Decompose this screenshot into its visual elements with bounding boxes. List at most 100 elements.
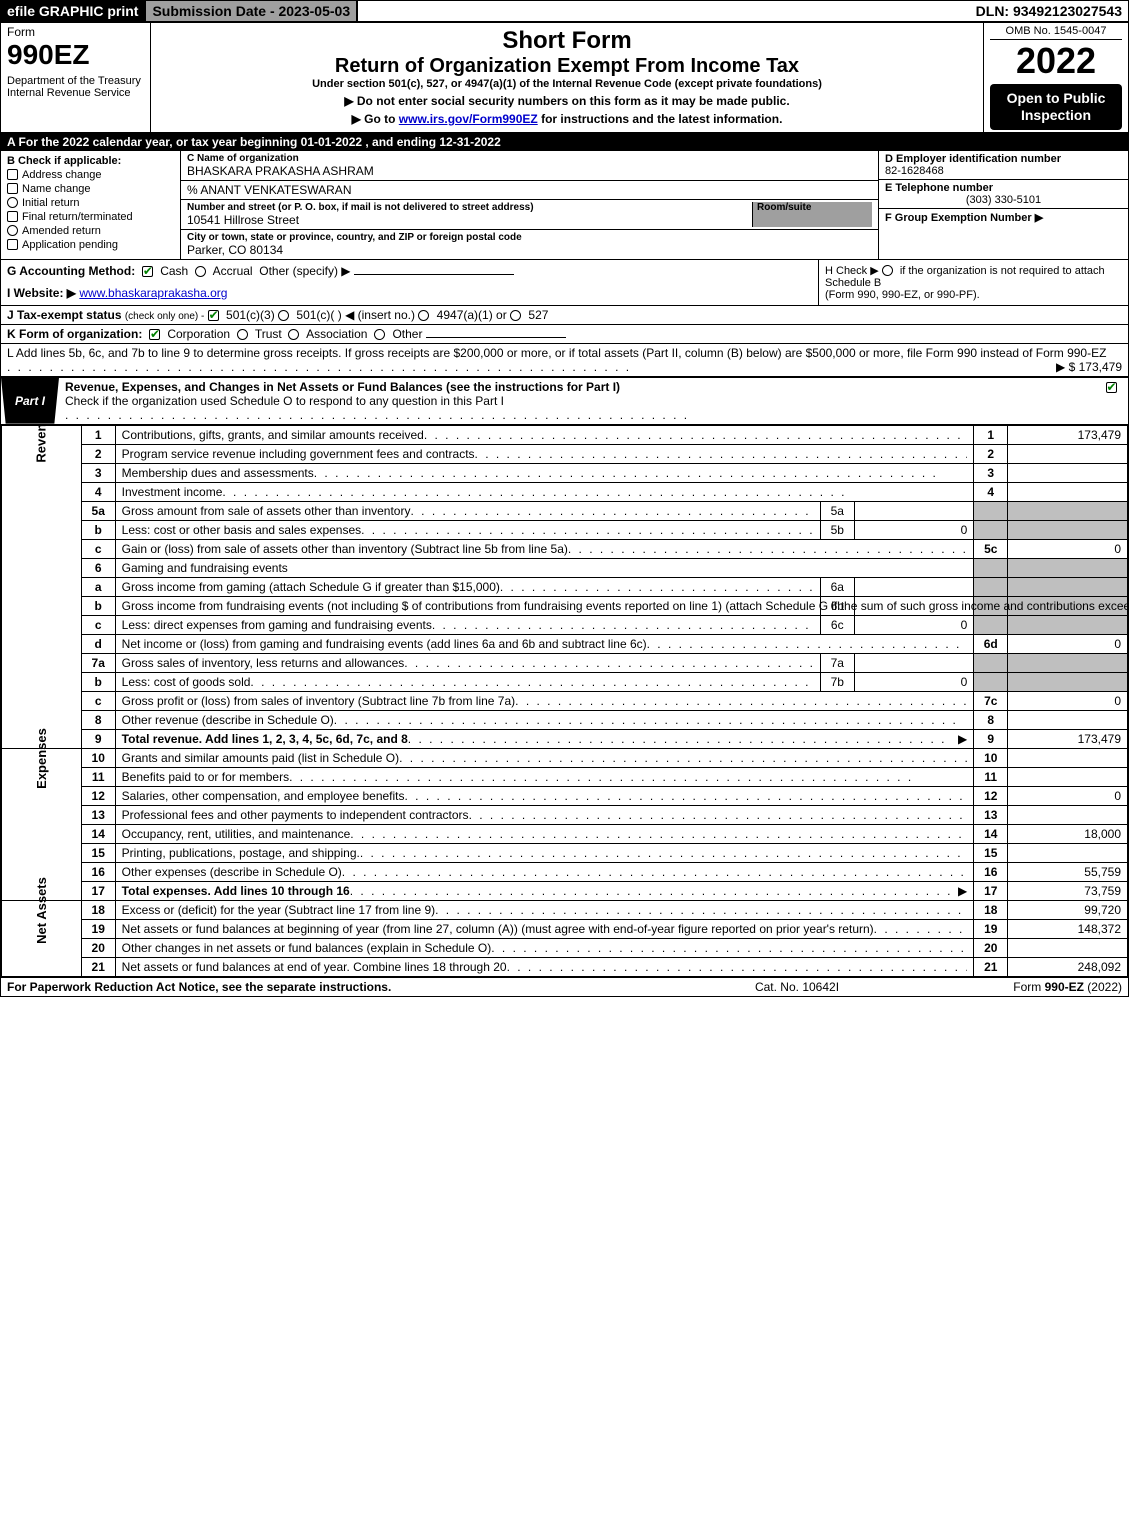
- row-desc: Professional fees and other payments to …: [115, 805, 974, 824]
- row-desc: Gross income from fundraising events (no…: [115, 596, 820, 615]
- row-desc: Contributions, gifts, grants, and simila…: [115, 425, 974, 444]
- j-note: (check only one) -: [125, 311, 204, 322]
- g-accrual-radio[interactable]: [195, 266, 206, 277]
- radio-icon[interactable]: [7, 225, 18, 236]
- row-number: 20: [81, 938, 115, 957]
- chk-final-return: Final return/terminated: [7, 211, 174, 223]
- row-number: 17: [81, 881, 115, 900]
- j-501c-radio[interactable]: [278, 310, 289, 321]
- block-g-h: G Accounting Method: Cash Accrual Other …: [1, 260, 1128, 306]
- k-other-radio[interactable]: [374, 329, 385, 340]
- table-row: bLess: cost of goods sold7b0: [2, 672, 1128, 691]
- row-number: 6: [81, 558, 115, 577]
- c-co-value: % ANANT VENKATESWARAN: [187, 183, 872, 197]
- l-amount: ▶ $ 173,479: [1056, 360, 1122, 374]
- j-527-radio[interactable]: [510, 310, 521, 321]
- org-city-block: City or town, state or province, country…: [181, 230, 878, 259]
- row-number: 18: [81, 900, 115, 919]
- d-label: D Employer identification number: [885, 153, 1122, 165]
- line-number: 19: [974, 919, 1008, 938]
- g-cash: Cash: [160, 264, 188, 278]
- row-number: 3: [81, 463, 115, 482]
- amount: 173,479: [1008, 729, 1128, 748]
- row-number: 7a: [81, 653, 115, 672]
- table-row: 13Professional fees and other payments t…: [2, 805, 1128, 824]
- l-text: L Add lines 5b, 6c, and 7b to line 9 to …: [7, 346, 1106, 360]
- amount: [1008, 463, 1128, 482]
- row-desc: Gross amount from sale of assets other t…: [115, 501, 820, 520]
- k-corp-check[interactable]: [149, 329, 160, 340]
- row-number: 10: [81, 748, 115, 767]
- d-value: 82-1628468: [885, 165, 1122, 177]
- checkbox-icon[interactable]: [7, 211, 18, 222]
- line-number: 16: [974, 862, 1008, 881]
- side-label-revenue: Revenue: [2, 425, 82, 748]
- table-row: 16Other expenses (describe in Schedule O…: [2, 862, 1128, 881]
- row-desc: Less: direct expenses from gaming and fu…: [115, 615, 820, 634]
- line-number-grey: [974, 615, 1008, 634]
- c-addr-value: 10541 Hillrose Street: [187, 213, 752, 227]
- row-number: 19: [81, 919, 115, 938]
- checkbox-icon[interactable]: [7, 169, 18, 180]
- part-i-dots: [65, 408, 689, 422]
- website-link[interactable]: www.bhaskaraprakasha.org: [79, 286, 227, 300]
- radio-icon[interactable]: [7, 197, 18, 208]
- row-desc: Program service revenue including govern…: [115, 444, 974, 463]
- amount: [1008, 843, 1128, 862]
- tax-year: 2022: [990, 40, 1122, 82]
- h-radio[interactable]: [882, 265, 893, 276]
- amount: 248,092: [1008, 957, 1128, 976]
- c-name-value: BHASKARA PRAKASHA ASHRAM: [187, 164, 872, 178]
- inner-line-number: 5a: [820, 501, 854, 520]
- inner-value: 0: [854, 520, 974, 539]
- g-other: Other (specify) ▶: [259, 264, 350, 278]
- section-b: B Check if applicable: Address change Na…: [1, 151, 181, 259]
- k-assoc-radio[interactable]: [288, 329, 299, 340]
- row-desc: Gross income from gaming (attach Schedul…: [115, 577, 820, 596]
- footer-form-bold: 990-EZ: [1045, 980, 1084, 994]
- amount: [1008, 748, 1128, 767]
- amount: 173,479: [1008, 425, 1128, 444]
- table-row: 14Occupancy, rent, utilities, and mainte…: [2, 824, 1128, 843]
- row-number: 21: [81, 957, 115, 976]
- g-label: G Accounting Method:: [7, 264, 135, 278]
- form-label: Form: [7, 25, 144, 39]
- chk-application-pending: Application pending: [7, 239, 174, 251]
- inner-value: [854, 577, 974, 596]
- table-row: 5aGross amount from sale of assets other…: [2, 501, 1128, 520]
- dept-label: Department of the Treasury Internal Reve…: [7, 75, 144, 99]
- row-desc: Gross sales of inventory, less returns a…: [115, 653, 820, 672]
- table-row: 12Salaries, other compensation, and empl…: [2, 786, 1128, 805]
- footer-center: Cat. No. 10642I: [672, 980, 922, 994]
- amount: [1008, 444, 1128, 463]
- row-number: 1: [81, 425, 115, 444]
- top-bar: efile GRAPHIC print Submission Date - 20…: [1, 1, 1128, 23]
- part-i-title: Revenue, Expenses, and Changes in Net As…: [59, 378, 1098, 424]
- line-number: 9: [974, 729, 1008, 748]
- table-row: bGross income from fundraising events (n…: [2, 596, 1128, 615]
- amount-grey: [1008, 558, 1128, 577]
- row-number: 2: [81, 444, 115, 463]
- section-k: K Form of organization: Corporation Trus…: [1, 325, 1128, 344]
- checkbox-icon[interactable]: [7, 183, 18, 194]
- g-cash-check[interactable]: [142, 266, 153, 277]
- form-container: efile GRAPHIC print Submission Date - 20…: [0, 0, 1129, 997]
- j-4947-radio[interactable]: [418, 310, 429, 321]
- amount: 0: [1008, 691, 1128, 710]
- line-number: 13: [974, 805, 1008, 824]
- irs-link[interactable]: www.irs.gov/Form990EZ: [399, 112, 538, 126]
- amount: 18,000: [1008, 824, 1128, 843]
- amount-grey: [1008, 672, 1128, 691]
- inner-value: 0: [854, 672, 974, 691]
- part-i-checkbox[interactable]: [1106, 382, 1117, 393]
- e-label: E Telephone number: [885, 182, 1122, 194]
- row-desc: Net assets or fund balances at end of ye…: [115, 957, 974, 976]
- k-association: Association: [306, 327, 367, 341]
- checkbox-icon[interactable]: [7, 239, 18, 250]
- k-trust-radio[interactable]: [237, 329, 248, 340]
- section-g: G Accounting Method: Cash Accrual Other …: [1, 260, 818, 305]
- k-trust: Trust: [255, 327, 282, 341]
- row-desc: Other expenses (describe in Schedule O): [115, 862, 974, 881]
- table-row: Revenue1Contributions, gifts, grants, an…: [2, 425, 1128, 444]
- j-501c3-check[interactable]: [208, 310, 219, 321]
